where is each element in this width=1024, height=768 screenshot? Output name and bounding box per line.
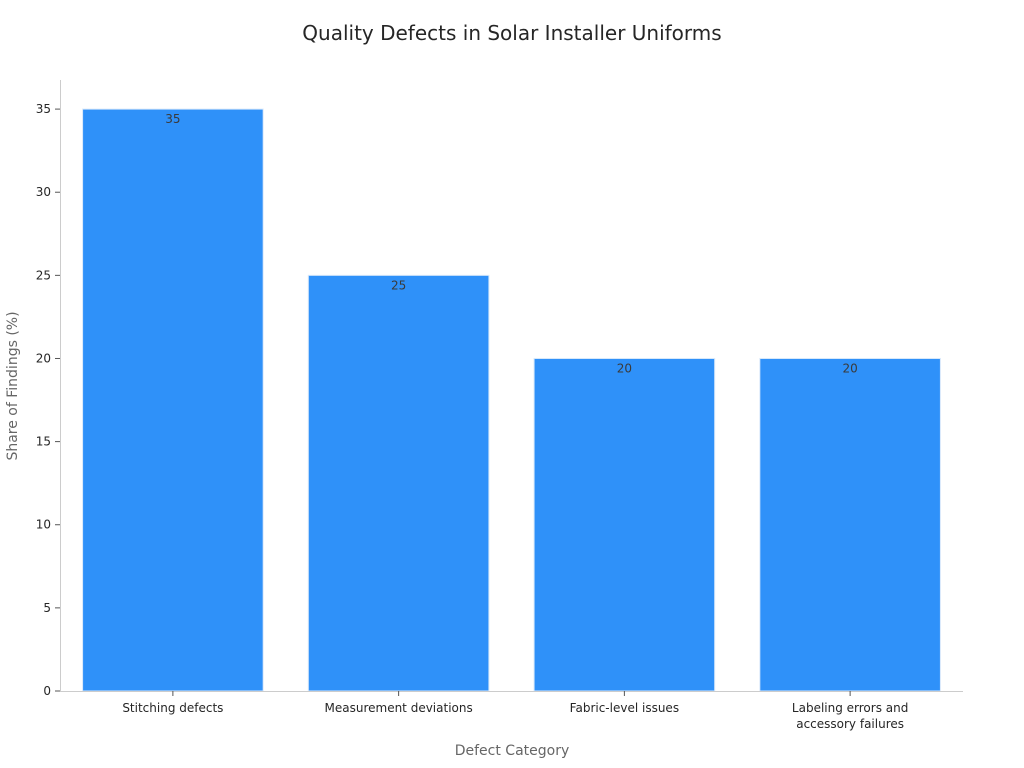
bar-1 (307, 274, 490, 692)
bar-3 (759, 357, 941, 692)
data-label-3: 20 (842, 361, 857, 375)
y-tick-label-6: 30 (36, 185, 51, 199)
x-tick-label-1: Measurement deviations (325, 701, 473, 715)
bar-2 (533, 357, 716, 692)
x-axis-title: Defect Category (455, 743, 570, 759)
x-tick-label-line: accessory failures (796, 717, 904, 731)
data-labels-group: 35 25 20 20 (165, 112, 858, 375)
x-tick-label-2: Fabric-level issues (570, 701, 679, 715)
y-tick-label-5: 25 (36, 268, 51, 282)
data-label-2: 20 (617, 361, 632, 375)
x-tick-label-line: Labeling errors and (792, 701, 908, 715)
data-label-1: 25 (391, 278, 406, 292)
x-axis-ticks: Stitching defects Measurement deviations F… (122, 691, 908, 731)
x-tick-label-line: Measurement deviations (325, 701, 473, 715)
data-label-0: 35 (165, 112, 180, 126)
y-tick-label-3: 15 (36, 435, 51, 449)
y-tick-label-0: 0 (43, 684, 51, 698)
bars-group (82, 108, 941, 692)
y-tick-label-4: 20 (36, 351, 51, 365)
y-tick-label-2: 10 (36, 518, 51, 532)
y-tick-label-7: 35 (36, 102, 51, 116)
x-tick-label-0: Stitching defects (122, 701, 223, 715)
chart-title: Quality Defects in Solar Installer Unifo… (302, 21, 721, 45)
y-tick-label-1: 5 (43, 601, 51, 615)
x-tick-label-3: Labeling errors and accessory failures (792, 701, 908, 731)
bar-0 (82, 108, 264, 692)
x-tick-label-line: Fabric-level issues (570, 701, 679, 715)
y-axis-title: Share of Findings (%) (5, 311, 21, 460)
y-axis-ticks: 0 5 10 15 20 25 30 35 (36, 102, 60, 698)
x-tick-label-line: Stitching defects (122, 701, 223, 715)
